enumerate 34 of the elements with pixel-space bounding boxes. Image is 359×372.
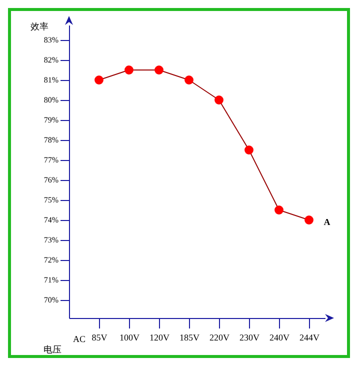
y-tick-label: 71% [44,276,59,284]
y-tick-label: 74% [44,216,59,224]
x-tick-label: 100V [120,332,140,342]
x-tick-label: 230V [240,332,260,342]
y-tick-label: 81% [44,76,59,84]
y-tick-label: 75% [44,196,59,204]
point [304,216,314,224]
point [244,146,254,154]
y-tick-label: 83% [44,36,59,44]
y-tick-label: 78% [44,136,59,144]
y-tick-label: 70% [44,296,59,304]
point [124,66,134,74]
x-tick-label: 240V [270,332,290,342]
y-axis-title: 效率 [30,22,48,32]
x-axis-title: 电压 [44,344,62,356]
y-tick-label: 76% [44,176,59,184]
text: AC [73,334,86,344]
point [94,76,104,84]
annotation: A [324,217,331,227]
x-tick-label: 220V [210,332,230,342]
x-tick-label: 185V [180,332,200,342]
y-tick-label: 77% [44,156,59,164]
x-tick-label: 244V [300,332,320,342]
point [214,96,224,104]
point [274,206,284,214]
y-tick-label: 72% [44,256,59,264]
x-tick-label: 85V [92,332,108,342]
y-tick-label: 80% [44,96,59,104]
point [154,66,164,74]
point [184,76,194,84]
y-tick-label: 73% [44,236,59,244]
y-tick-label: 79% [44,116,59,124]
y-tick-label: 82% [44,56,59,64]
x-tick-label: 120V [150,332,170,342]
